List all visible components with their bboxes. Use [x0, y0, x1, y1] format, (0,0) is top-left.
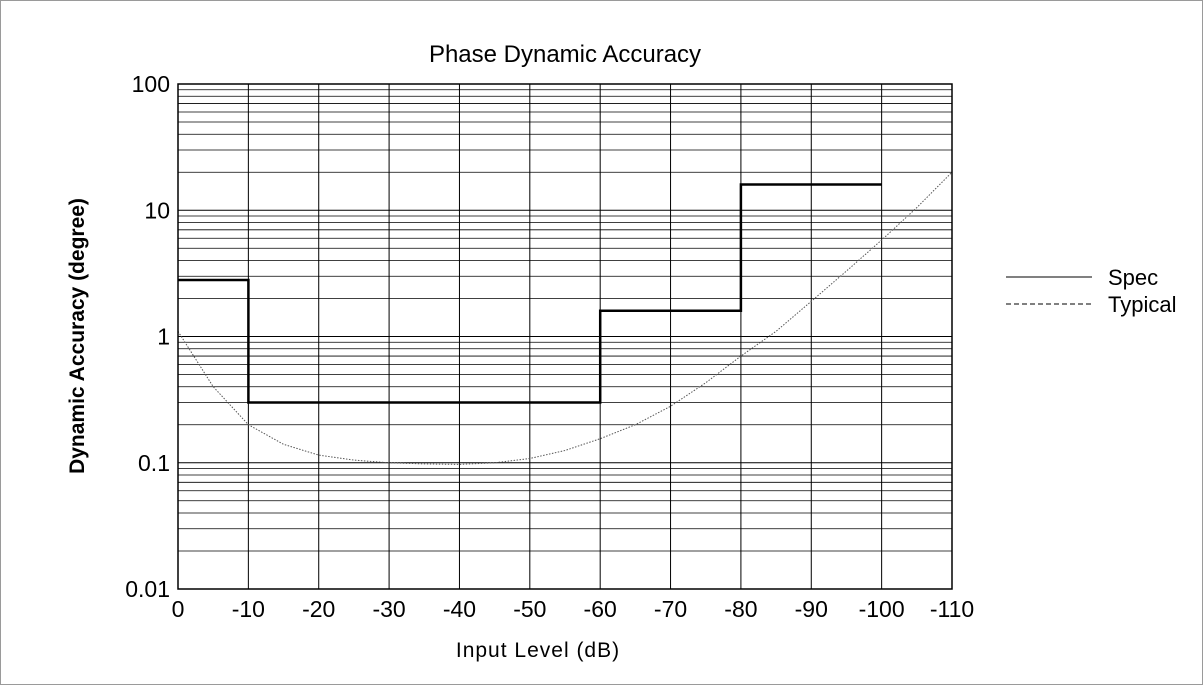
series-layer: [177, 171, 953, 465]
y-tick-label: 1: [157, 324, 170, 350]
grid: [177, 83, 953, 590]
series-line-spec: [178, 183, 882, 404]
y-tick-label: 0.1: [138, 450, 170, 476]
series-line-typical: [177, 171, 953, 465]
axis-layer: 0 -10 -20 -30 -40 -50 -60 -70 -80 -90 -100 -110 0.01…: [125, 71, 974, 622]
y-tick-label: 10: [144, 197, 170, 223]
x-tick-label: 0: [172, 596, 185, 622]
chart-title: Phase Dynamic Accuracy: [429, 41, 701, 68]
x-tick-label: -30: [372, 596, 405, 622]
x-tick-label: -60: [584, 596, 617, 622]
x-tick-label: -110: [930, 596, 974, 622]
y-tick-label: 100: [132, 71, 170, 97]
x-tick-label: -20: [302, 596, 335, 622]
x-tick-label: -50: [513, 596, 546, 622]
x-tick-label: -70: [654, 596, 687, 622]
x-tick-label: -90: [795, 596, 828, 622]
x-tick-label: -10: [232, 596, 265, 622]
x-tick-label: -80: [724, 596, 757, 622]
x-tick-label: -40: [443, 596, 476, 622]
plot-border: [177, 83, 953, 590]
y-axis-label: Dynamic Accuracy (degree): [66, 198, 89, 474]
y-tick-label: 0.01: [125, 576, 170, 602]
legend-label-typical: Typical: [1108, 292, 1176, 317]
x-axis-label: Input Level (dB): [456, 639, 620, 662]
x-tick-label: -100: [859, 596, 905, 622]
legend-label-spec: Spec: [1108, 265, 1158, 290]
